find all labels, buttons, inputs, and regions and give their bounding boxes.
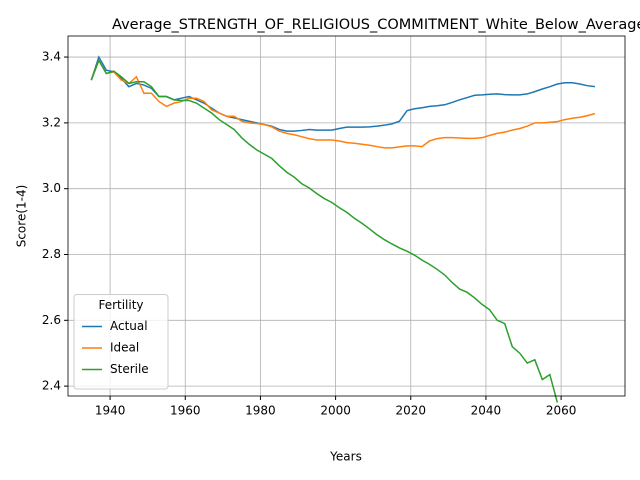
y-axis-label: Score(1-4) <box>15 185 29 248</box>
x-tick-label: 2020 <box>395 404 426 418</box>
x-tick-label: 2000 <box>320 404 351 418</box>
y-tick-label: 2.8 <box>42 247 61 261</box>
y-tick-label: 2.4 <box>42 379 61 393</box>
series-line <box>90 58 559 403</box>
series-line <box>90 55 596 132</box>
x-tick-label: 2040 <box>471 404 502 418</box>
x-tick-label: 1940 <box>95 404 126 418</box>
y-tick-label: 3.0 <box>42 181 61 195</box>
chart-title: Average_STRENGTH_OF_RELIGIOUS_COMMITMENT… <box>112 17 640 33</box>
x-tick-label: 2060 <box>546 404 577 418</box>
legend-title: Fertility <box>98 298 143 312</box>
plot-frame <box>67 35 626 397</box>
legend-label: Ideal <box>110 341 139 355</box>
legend-label: Actual <box>110 319 148 333</box>
y-tick-label: 3.2 <box>42 115 61 129</box>
x-tick-label: 1980 <box>245 404 276 418</box>
x-tick-label: 1960 <box>170 404 201 418</box>
y-tick-label: 3.4 <box>42 50 61 64</box>
series-line <box>90 58 596 149</box>
y-tick-label: 2.6 <box>42 313 61 327</box>
legend-box <box>73 294 169 390</box>
x-axis-label: Years <box>329 450 362 464</box>
legend: Fertility Actual Ideal Sterile <box>73 294 169 390</box>
legend-label: Sterile <box>110 362 149 376</box>
